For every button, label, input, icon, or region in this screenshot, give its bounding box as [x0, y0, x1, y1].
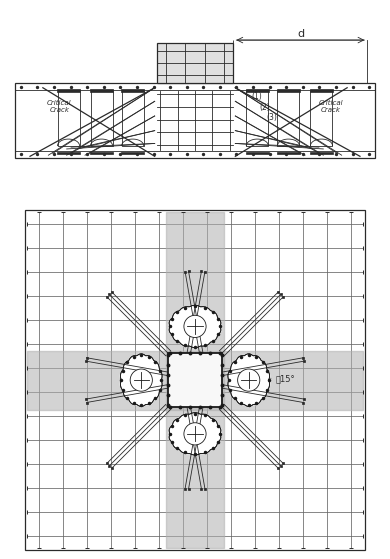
Bar — [57, 151, 80, 154]
Text: 약15°: 약15° — [276, 374, 295, 383]
Text: d: d — [298, 29, 305, 39]
Bar — [156, 42, 234, 83]
Polygon shape — [169, 413, 221, 455]
Bar — [310, 89, 333, 92]
Circle shape — [130, 369, 152, 391]
Circle shape — [184, 423, 206, 445]
Bar — [121, 89, 144, 92]
Text: Critical
Crack: Critical Crack — [318, 100, 343, 112]
Bar — [15, 83, 375, 158]
Bar — [90, 89, 113, 92]
Polygon shape — [228, 354, 269, 406]
Bar — [168, 353, 222, 407]
Polygon shape — [121, 354, 162, 406]
Text: Critical
Crack: Critical Crack — [47, 100, 72, 112]
Circle shape — [184, 315, 206, 338]
Bar — [121, 151, 144, 154]
Text: (3): (3) — [266, 112, 277, 122]
Bar — [57, 89, 80, 92]
Text: (2): (2) — [259, 103, 270, 112]
Circle shape — [238, 369, 260, 391]
Bar — [310, 151, 333, 154]
Bar — [277, 89, 300, 92]
Bar — [277, 151, 300, 154]
Text: (1): (1) — [252, 92, 262, 101]
Polygon shape — [169, 305, 221, 348]
Bar — [246, 151, 269, 154]
Bar — [90, 151, 113, 154]
Bar — [246, 89, 269, 92]
